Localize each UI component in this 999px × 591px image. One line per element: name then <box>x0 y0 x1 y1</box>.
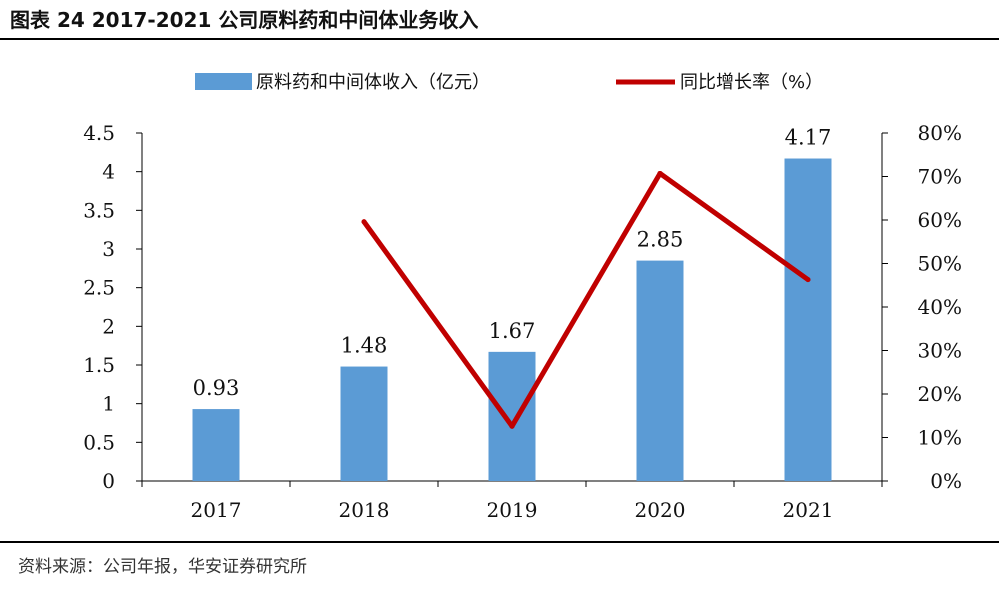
x-tick-label: 2018 <box>339 498 390 522</box>
growth-line-segment <box>509 170 663 429</box>
source-note: 资料来源：公司年报，华安证券研究所 <box>18 557 307 577</box>
growth-point-2021 <box>805 277 811 283</box>
bar-2021 <box>784 158 832 481</box>
right-tick-label: 10% <box>918 426 962 450</box>
x-tick-label: 2019 <box>487 498 538 522</box>
left-tick-label: 4 <box>102 160 115 184</box>
bar-2017 <box>192 409 240 481</box>
growth-point-2018 <box>361 219 367 225</box>
right-tick-label: 70% <box>918 165 962 189</box>
left-tick-label: 1.5 <box>83 353 115 377</box>
right-tick-label: 30% <box>918 339 962 363</box>
legend-bar-swatch <box>195 73 252 90</box>
bar-2018 <box>340 366 388 481</box>
growth-point-2020 <box>657 170 663 176</box>
legend-line-label: 同比增长率（%） <box>680 72 823 93</box>
bar-labels: 0.93 1.48 1.67 2.85 4.17 <box>193 126 832 401</box>
bar-2020 <box>636 260 684 481</box>
left-tick-label: 3.5 <box>83 198 115 222</box>
left-tick-label: 2 <box>102 314 115 338</box>
left-tick-label: 0 <box>102 469 115 493</box>
figure-title: 图表 24 2017-2021 公司原料药和中间体业务收入 <box>10 8 479 32</box>
legend-bar-label: 原料药和中间体收入（亿元） <box>256 72 490 93</box>
left-tick-label: 0.5 <box>83 430 115 454</box>
left-tick-label: 4.5 <box>83 121 115 145</box>
growth-line-segment <box>657 170 811 283</box>
legend: 原料药和中间体收入（亿元） 同比增长率（%） <box>195 72 823 93</box>
bar-value-label: 4.17 <box>785 126 832 150</box>
axes: 0 0.5 1 1.5 2 2.5 3 3.5 4 4.5 0% 10% 20% 30% 40% 50% 60%… <box>83 121 962 522</box>
bar-value-label: 2.85 <box>637 228 684 252</box>
x-tick-label: 2017 <box>191 498 242 522</box>
growth-point-2019 <box>509 423 515 429</box>
right-tick-label: 40% <box>918 295 962 319</box>
bars <box>192 158 832 481</box>
bar-value-label: 1.67 <box>489 319 536 343</box>
bottom-rule <box>0 541 999 543</box>
growth-line <box>361 170 811 429</box>
x-tick-label: 2021 <box>783 498 834 522</box>
x-tick-label: 2020 <box>635 498 686 522</box>
right-tick-label: 20% <box>918 382 962 406</box>
right-tick-label: 60% <box>918 208 962 232</box>
growth-line-segment <box>361 219 515 429</box>
right-tick-label: 50% <box>918 252 962 276</box>
bar-value-label: 0.93 <box>193 376 240 400</box>
right-tick-label: 80% <box>918 121 962 145</box>
bar-value-label: 1.48 <box>341 334 388 358</box>
left-tick-label: 1 <box>102 392 115 416</box>
right-tick-label: 0% <box>930 469 962 493</box>
top-rule <box>0 38 999 40</box>
bar-2019 <box>488 351 536 481</box>
left-tick-label: 2.5 <box>83 276 115 300</box>
left-tick-label: 3 <box>102 237 115 261</box>
